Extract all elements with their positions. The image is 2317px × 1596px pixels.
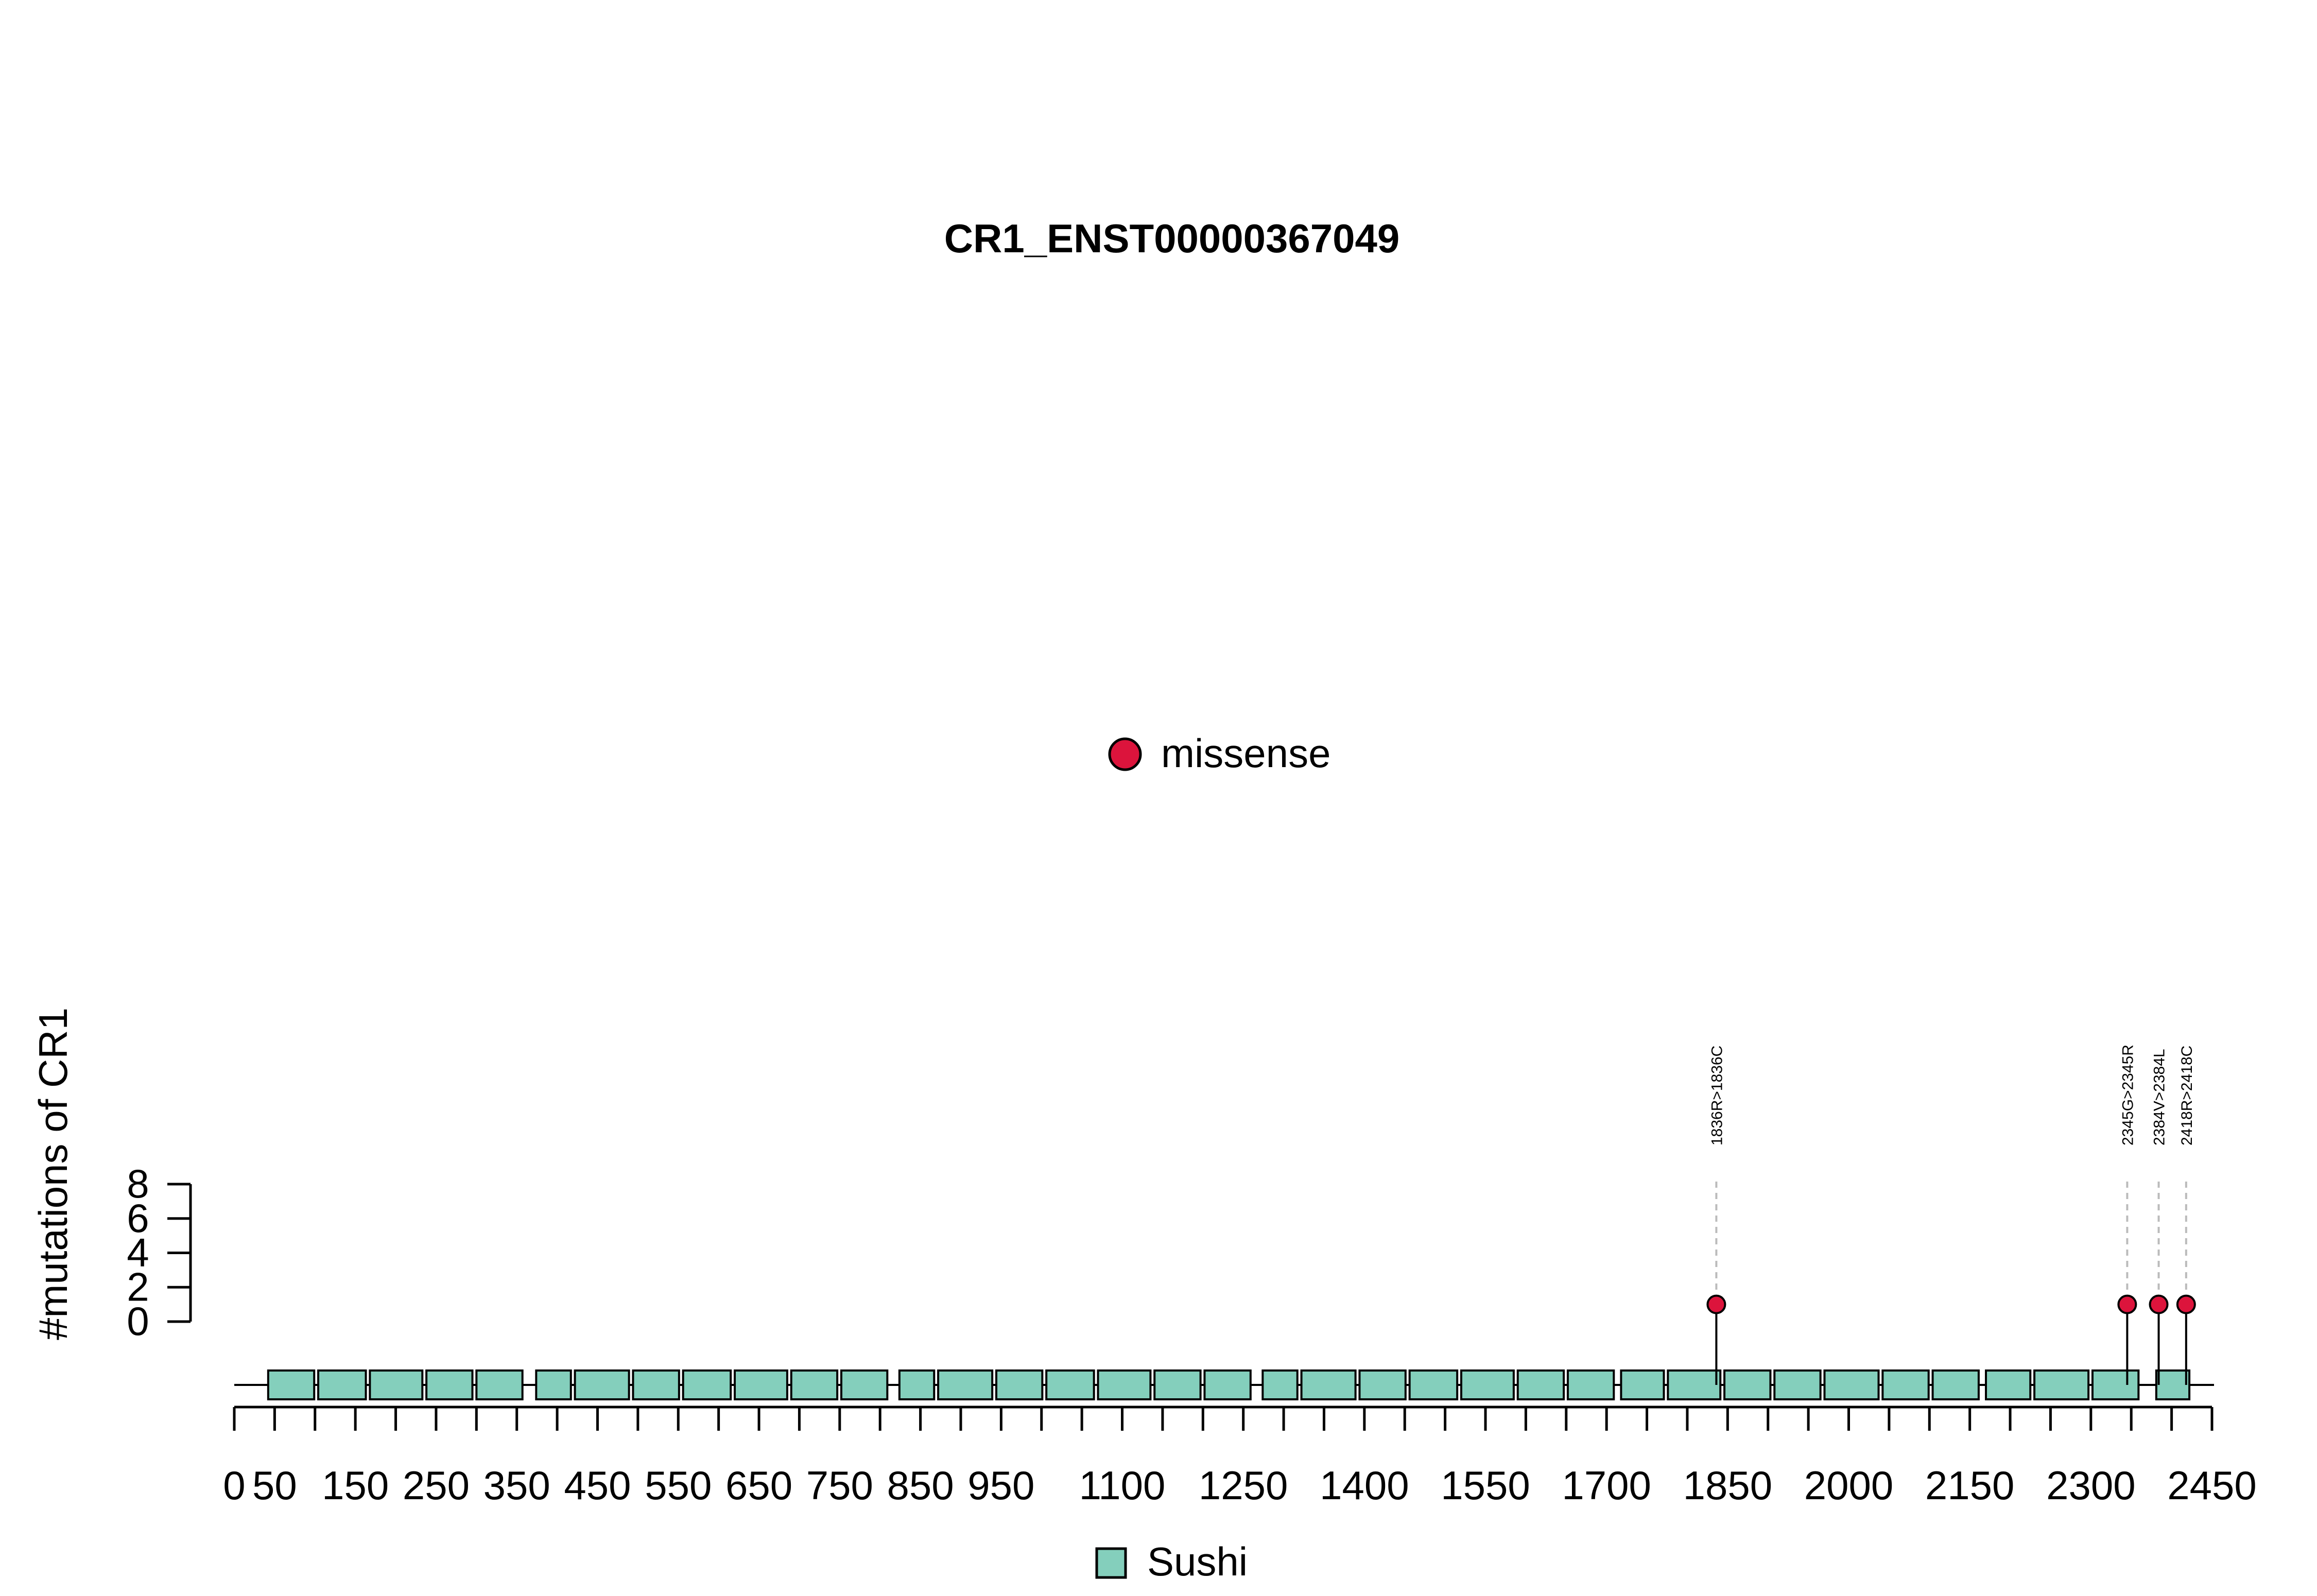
domain-sushi: [1620, 1369, 1665, 1400]
y-axis-label: #mutations of CR1: [30, 1008, 76, 1340]
domain-sushi: [1931, 1369, 1980, 1400]
domain-sushi: [937, 1369, 994, 1400]
x-tick-label: 1550: [1441, 1463, 1530, 1508]
x-tick-label: 150: [322, 1463, 389, 1508]
y-tick-label: 6: [127, 1195, 149, 1241]
domain-sushi: [898, 1369, 936, 1400]
domain-sushi: [475, 1369, 524, 1400]
domain-sushi: [840, 1369, 889, 1400]
x-tick-label: 50: [252, 1463, 297, 1508]
domain-sushi: [790, 1369, 839, 1400]
x-tick-label: 2300: [2046, 1463, 2136, 1508]
mutation-label: 2384V>2384L: [2151, 1049, 2168, 1146]
mutation-label: 2418R>2418C: [2178, 1046, 2195, 1146]
y-tick-label: 8: [127, 1161, 149, 1206]
x-tick-label: 950: [967, 1463, 1034, 1508]
domain-sushi: [1723, 1369, 1772, 1400]
x-tick-label: 1700: [1562, 1463, 1651, 1508]
mutation-legend: missense: [1108, 731, 1330, 776]
mutation-point: [1706, 1294, 1726, 1314]
domain-sushi: [682, 1369, 732, 1400]
domain-sushi: [267, 1369, 316, 1400]
domain-sushi: [1203, 1369, 1252, 1400]
y-tick-label: 0: [127, 1298, 149, 1344]
x-tick-label: 2450: [2167, 1463, 2257, 1508]
domain-sushi: [632, 1369, 680, 1400]
mutation-point: [2117, 1294, 2137, 1314]
domain-sushi: [1408, 1369, 1459, 1400]
x-tick-label: 250: [403, 1463, 470, 1508]
domain-sushi: [317, 1369, 367, 1400]
domain-sushi: [1823, 1369, 1880, 1400]
domain-sushi: [1097, 1369, 1152, 1400]
legend-sushi-swatch: [1095, 1547, 1127, 1579]
domain-sushi: [1045, 1369, 1095, 1400]
domain-sushi: [369, 1369, 424, 1400]
x-tick-label: 1100: [1079, 1463, 1166, 1508]
x-tick-label: 0: [223, 1463, 245, 1508]
x-tick-label: 550: [645, 1463, 712, 1508]
domain-sushi: [1985, 1369, 2032, 1400]
x-tick-label: 850: [887, 1463, 954, 1508]
domain-sushi: [2091, 1369, 2140, 1400]
y-tick-label: 2: [127, 1264, 149, 1309]
x-tick-label: 350: [483, 1463, 550, 1508]
domain-sushi: [425, 1369, 474, 1400]
x-tick-label: 1250: [1199, 1463, 1288, 1508]
x-tick-label: 750: [806, 1463, 873, 1508]
domain-sushi: [1261, 1369, 1299, 1400]
x-tick-label: 2150: [1925, 1463, 2015, 1508]
domain-sushi: [2033, 1369, 2090, 1400]
domain-sushi: [734, 1369, 788, 1400]
domain-sushi: [995, 1369, 1044, 1400]
domain-sushi: [1773, 1369, 1822, 1400]
domain-layer: [267, 1369, 2191, 1400]
domain-sushi: [1300, 1369, 1357, 1400]
x-tick-label: 1400: [1320, 1463, 1409, 1508]
x-axis: 0 50 150 250 350 450 550 650 750 850 950 1100 1250 14…: [223, 1406, 2257, 1508]
legend-sushi-label: Sushi: [1147, 1539, 1248, 1584]
y-tick-label: 4: [127, 1230, 149, 1275]
x-tick-label: 450: [564, 1463, 631, 1508]
legend-missense-marker: [1108, 737, 1142, 771]
domain-sushi: [1358, 1369, 1407, 1400]
mutation-label: 2345G>2345R: [2119, 1045, 2136, 1146]
domain-sushi: [1566, 1369, 1615, 1400]
domain-sushi: [1516, 1369, 1565, 1400]
mutation-label: 1836R>1836C: [1708, 1046, 1725, 1146]
domain-sushi: [1881, 1369, 1930, 1400]
x-tick-label: 650: [725, 1463, 792, 1508]
domain-sushi: [1153, 1369, 1202, 1400]
mutation-point: [2176, 1294, 2196, 1314]
domain-sushi: [2155, 1369, 2191, 1400]
x-tick-label: 2000: [1804, 1463, 1894, 1508]
legend-missense-label: missense: [1161, 731, 1330, 776]
domain-sushi: [574, 1369, 630, 1400]
domain-sushi: [1460, 1369, 1515, 1400]
chart-title: CR1_ENST00000367049: [944, 216, 1400, 261]
lollipop-layer: 1836R>1836C 2345G>2345R 2384V>2384L 2418R>2…: [1706, 1045, 2196, 1385]
domain-sushi: [535, 1369, 572, 1400]
domain-legend: Sushi: [1095, 1539, 1248, 1584]
mutation-point: [2149, 1294, 2169, 1314]
domain-sushi: [1667, 1369, 1722, 1400]
x-tick-label: 1850: [1683, 1463, 1773, 1508]
